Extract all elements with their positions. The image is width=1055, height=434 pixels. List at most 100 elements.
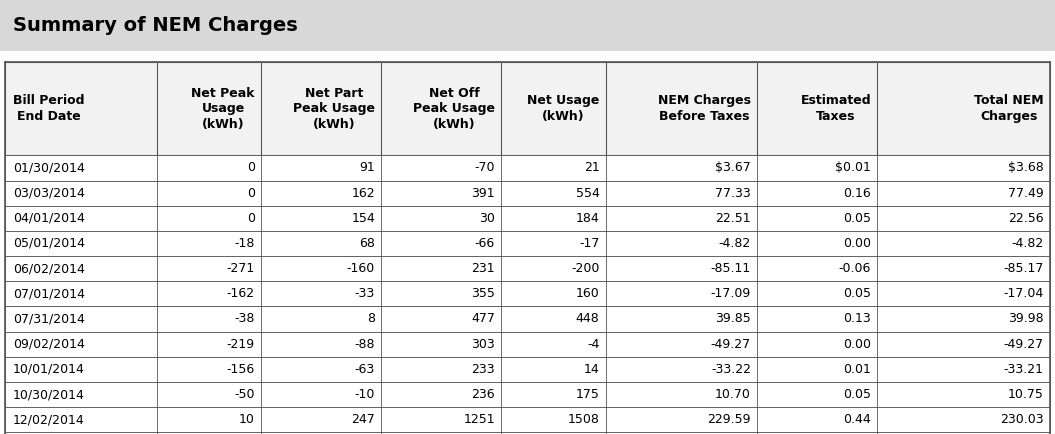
Text: Summary of NEM Charges: Summary of NEM Charges [13,16,298,35]
Text: 06/02/2014: 06/02/2014 [13,262,84,275]
Text: Estimated
Taxes: Estimated Taxes [801,95,871,123]
Text: 10: 10 [239,413,255,426]
Text: 448: 448 [576,312,599,326]
FancyBboxPatch shape [5,181,1050,206]
Text: 04/01/2014: 04/01/2014 [13,212,84,225]
Text: 8: 8 [367,312,375,326]
Text: -160: -160 [347,262,375,275]
Text: -85.11: -85.11 [711,262,751,275]
Text: 236: 236 [472,388,495,401]
Text: 233: 233 [472,363,495,376]
FancyBboxPatch shape [5,206,1050,231]
Text: 0.01: 0.01 [843,363,871,376]
Text: -271: -271 [227,262,255,275]
Text: -18: -18 [234,237,255,250]
Text: -17.04: -17.04 [1003,287,1043,300]
Text: -219: -219 [227,338,255,351]
Text: 554: 554 [576,187,599,200]
Text: -33: -33 [354,287,375,300]
Text: 1508: 1508 [568,413,599,426]
Text: 10.75: 10.75 [1008,388,1043,401]
Text: Net Peak
Usage
(kWh): Net Peak Usage (kWh) [191,87,255,131]
Text: $0.01: $0.01 [836,161,871,174]
Text: 0: 0 [247,187,255,200]
Text: -4: -4 [588,338,599,351]
Text: 39.85: 39.85 [715,312,751,326]
Text: -49.27: -49.27 [1003,338,1043,351]
Text: 1251: 1251 [463,413,495,426]
Text: $3.68: $3.68 [1008,161,1043,174]
Text: 160: 160 [576,287,599,300]
FancyBboxPatch shape [5,231,1050,256]
Text: 0.16: 0.16 [843,187,871,200]
Text: 22.51: 22.51 [715,212,751,225]
FancyBboxPatch shape [5,306,1050,332]
Text: -0.06: -0.06 [839,262,871,275]
Text: 355: 355 [472,287,495,300]
Text: -200: -200 [571,262,599,275]
Text: 0.44: 0.44 [843,413,871,426]
Text: 154: 154 [351,212,375,225]
FancyBboxPatch shape [5,357,1050,382]
Text: 0.05: 0.05 [843,388,871,401]
Text: 10/30/2014: 10/30/2014 [13,388,84,401]
Text: 162: 162 [351,187,375,200]
Text: 229.59: 229.59 [708,413,751,426]
FancyBboxPatch shape [5,332,1050,357]
Text: 05/01/2014: 05/01/2014 [13,237,84,250]
Text: 30: 30 [479,212,495,225]
Text: 77.49: 77.49 [1008,187,1043,200]
Text: -17.09: -17.09 [711,287,751,300]
Text: 247: 247 [351,413,375,426]
Text: 175: 175 [576,388,599,401]
Text: 230.03: 230.03 [1000,413,1043,426]
Text: Bill Period
End Date: Bill Period End Date [13,95,84,123]
Text: 0.00: 0.00 [843,237,871,250]
Text: Net Part
Peak Usage
(kWh): Net Part Peak Usage (kWh) [293,87,375,131]
Text: -4.82: -4.82 [718,237,751,250]
FancyBboxPatch shape [5,382,1050,407]
Text: 0.00: 0.00 [843,338,871,351]
FancyBboxPatch shape [5,281,1050,306]
Text: 03/03/2014: 03/03/2014 [13,187,84,200]
FancyBboxPatch shape [0,0,1055,51]
Text: -17: -17 [579,237,599,250]
Text: -162: -162 [227,287,255,300]
Text: -10: -10 [354,388,375,401]
Text: 01/30/2014: 01/30/2014 [13,161,84,174]
Text: -50: -50 [234,388,255,401]
Text: $3.67: $3.67 [715,161,751,174]
Text: 09/02/2014: 09/02/2014 [13,338,84,351]
Text: 68: 68 [359,237,375,250]
Text: Net Usage
(kWh): Net Usage (kWh) [528,95,599,123]
Text: 12/02/2014: 12/02/2014 [13,413,84,426]
FancyBboxPatch shape [5,62,1050,155]
Text: 0.13: 0.13 [843,312,871,326]
Text: 91: 91 [359,161,375,174]
Text: Net Off
Peak Usage
(kWh): Net Off Peak Usage (kWh) [414,87,495,131]
Text: 477: 477 [472,312,495,326]
Text: 21: 21 [583,161,599,174]
Text: 0.05: 0.05 [843,287,871,300]
Text: Total NEM
Charges: Total NEM Charges [974,95,1043,123]
Text: -156: -156 [227,363,255,376]
Text: 22.56: 22.56 [1008,212,1043,225]
Text: -4.82: -4.82 [1011,237,1043,250]
Text: 14: 14 [583,363,599,376]
Text: 07/31/2014: 07/31/2014 [13,312,84,326]
Text: 10/01/2014: 10/01/2014 [13,363,84,376]
Text: -70: -70 [475,161,495,174]
Text: -85.17: -85.17 [1003,262,1043,275]
Text: -63: -63 [354,363,375,376]
Text: 39.98: 39.98 [1008,312,1043,326]
FancyBboxPatch shape [5,432,1050,434]
Text: 303: 303 [472,338,495,351]
Text: 184: 184 [576,212,599,225]
Text: -66: -66 [475,237,495,250]
Text: 10.70: 10.70 [715,388,751,401]
Text: 07/01/2014: 07/01/2014 [13,287,84,300]
Text: 391: 391 [472,187,495,200]
FancyBboxPatch shape [5,256,1050,281]
FancyBboxPatch shape [5,155,1050,181]
Text: -38: -38 [234,312,255,326]
